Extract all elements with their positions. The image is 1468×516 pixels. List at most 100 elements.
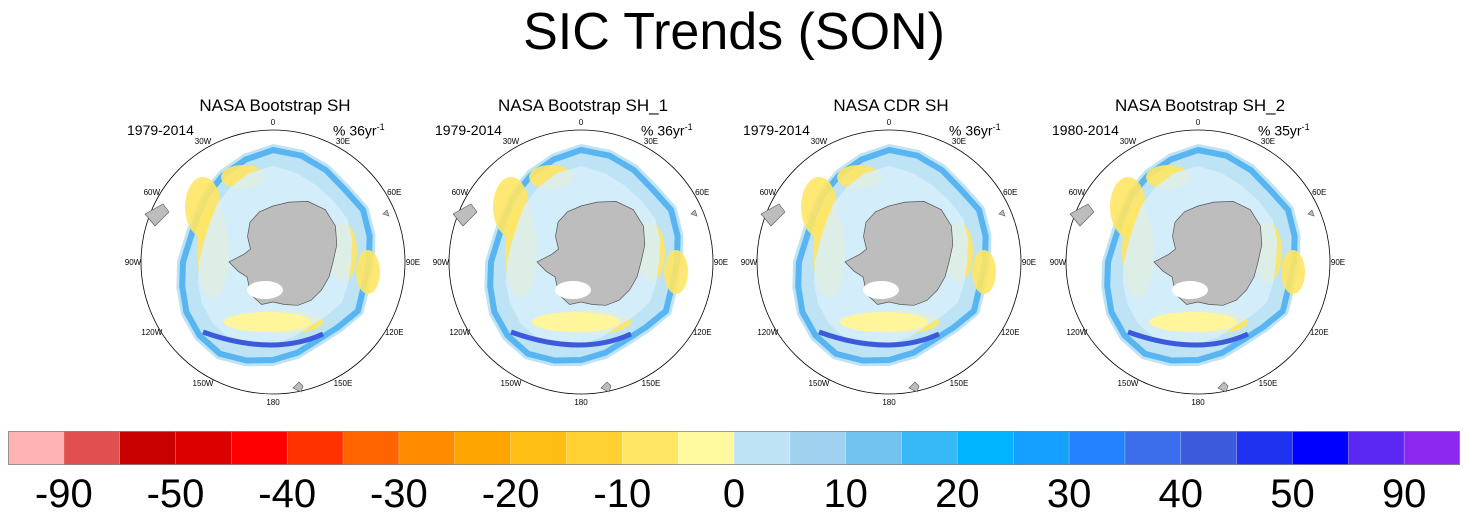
colorbar-swatch bbox=[957, 431, 1014, 465]
ross-sea-patch bbox=[532, 312, 620, 332]
colorbar-label: -50 bbox=[146, 472, 205, 516]
polar-map: 0 30E 60E 90E 120E 150E 180 150W 120W 90W 60W 30W bbox=[433, 118, 728, 407]
colorbar bbox=[8, 431, 1460, 465]
south-america-tip bbox=[1069, 203, 1095, 227]
colorbar-label: -20 bbox=[481, 472, 540, 516]
longitude-label: 150W bbox=[1118, 379, 1139, 388]
longitude-label: 0 bbox=[271, 118, 276, 127]
longitude-label: 120W bbox=[757, 328, 778, 337]
colorbar-swatch bbox=[1180, 431, 1238, 465]
south-america-tip bbox=[452, 203, 478, 227]
colorbar-swatch bbox=[454, 431, 512, 465]
colorbar-label: 20 bbox=[935, 472, 980, 516]
colorbar-swatch bbox=[63, 431, 121, 465]
longitude-label: 150W bbox=[193, 379, 214, 388]
longitude-label: 120W bbox=[141, 328, 162, 337]
panel-units: % 36yr-1 bbox=[641, 122, 693, 139]
ice-shelf bbox=[1172, 281, 1208, 299]
longitude-label: 60E bbox=[387, 188, 401, 197]
colorbar-swatch bbox=[510, 431, 567, 465]
colorbar-label: -30 bbox=[369, 472, 428, 516]
colorbar-swatch bbox=[287, 431, 344, 465]
longitude-label: 60W bbox=[1069, 188, 1086, 197]
island bbox=[690, 209, 698, 217]
map-panel: 0 30E 60E 90E 120E 150E 180 150W 120W 90W 60W 30W NA… bbox=[125, 92, 425, 412]
panel-units: % 36yr-1 bbox=[333, 122, 385, 139]
page-title: SIC Trends (SON) bbox=[523, 3, 945, 61]
longitude-label: 60E bbox=[695, 188, 709, 197]
panel-period: 1980-2014 bbox=[1052, 122, 1119, 138]
colorbar-label: 50 bbox=[1270, 472, 1315, 516]
panel-title: NASA Bootstrap SH bbox=[199, 96, 351, 115]
polar-map: 0 30E 60E 90E 120E 150E 180 150W 120W 90W 60W 30W bbox=[1050, 118, 1345, 407]
antarctica-landmass bbox=[536, 201, 646, 306]
colorbar-swatch bbox=[566, 431, 623, 465]
longitude-label: 90W bbox=[125, 258, 142, 267]
colorbar-label: 0 bbox=[722, 472, 746, 516]
panel-units: % 36yr-1 bbox=[949, 122, 1001, 139]
longitude-label: 0 bbox=[887, 118, 892, 127]
longitude-label: 60E bbox=[1312, 188, 1326, 197]
longitude-label: 60W bbox=[760, 188, 777, 197]
panel-period: 1979-2014 bbox=[435, 122, 502, 138]
colorbar-swatch bbox=[119, 431, 177, 465]
south-america-tip bbox=[144, 203, 170, 227]
longitude-label: 30E bbox=[1261, 137, 1275, 146]
longitude-label: 120E bbox=[1310, 328, 1329, 337]
panel-period: 1979-2014 bbox=[743, 122, 810, 138]
colorbar-label: -10 bbox=[593, 472, 652, 516]
colorbar-swatch bbox=[622, 431, 679, 465]
new-zealand bbox=[600, 381, 612, 393]
colorbar-swatch bbox=[1013, 431, 1070, 465]
longitude-label: 180 bbox=[1191, 398, 1205, 407]
island bbox=[998, 209, 1006, 217]
ice-shelf bbox=[247, 281, 283, 299]
longitude-label: 90E bbox=[1331, 258, 1345, 267]
antarctica-landmass bbox=[1153, 201, 1263, 306]
island bbox=[382, 209, 390, 217]
longitude-label: 150W bbox=[501, 379, 522, 388]
new-zealand bbox=[292, 381, 304, 393]
longitude-label: 180 bbox=[574, 398, 588, 407]
ice-shelf bbox=[863, 281, 899, 299]
longitude-label: 60W bbox=[144, 188, 161, 197]
longitude-label: 90E bbox=[1022, 258, 1036, 267]
colorbar-swatch bbox=[398, 431, 456, 465]
negative-trend-patch bbox=[1281, 250, 1305, 294]
island bbox=[1307, 209, 1315, 217]
strong-positive-trend bbox=[510, 329, 633, 348]
longitude-label: 90E bbox=[714, 258, 728, 267]
longitude-label: 180 bbox=[266, 398, 280, 407]
longitude-label: 30E bbox=[952, 137, 966, 146]
colorbar-label: 90 bbox=[1381, 472, 1427, 516]
longitude-label: 120E bbox=[693, 328, 712, 337]
longitude-label: 150E bbox=[1259, 379, 1278, 388]
negative-trend-patch bbox=[356, 250, 380, 294]
south-america-tip bbox=[760, 203, 786, 227]
colorbar-swatch bbox=[678, 431, 735, 465]
colorbar-swatch bbox=[1236, 431, 1293, 465]
ross-sea-patch bbox=[224, 312, 312, 332]
panel-title: NASA Bootstrap SH_1 bbox=[497, 96, 669, 115]
longitude-label: 180 bbox=[882, 398, 896, 407]
polar-map: 0 30E 60E 90E 120E 150E 180 150W 120W 90W 60W 30W bbox=[125, 118, 420, 407]
ice-shelf bbox=[555, 281, 591, 299]
ross-sea-patch bbox=[1149, 312, 1237, 332]
longitude-label: 30W bbox=[1120, 137, 1137, 146]
ross-sea-patch bbox=[840, 312, 928, 332]
longitude-label: 120E bbox=[385, 328, 404, 337]
colorbar-label: -40 bbox=[258, 472, 317, 516]
colorbar-swatch bbox=[175, 431, 232, 465]
longitude-label: 150E bbox=[334, 379, 353, 388]
longitude-label: 150E bbox=[950, 379, 969, 388]
colorbar-swatch bbox=[1348, 431, 1405, 465]
longitude-label: 60E bbox=[1003, 188, 1017, 197]
polar-map: 0 30E 60E 90E 120E 150E 180 150W 120W 90W 60W 30W bbox=[741, 118, 1036, 407]
panel-units: % 35yr-1 bbox=[1258, 122, 1310, 139]
longitude-label: 120E bbox=[1001, 328, 1020, 337]
strong-positive-trend bbox=[202, 329, 325, 348]
colorbar-swatch bbox=[1404, 431, 1460, 465]
colorbar-swatch bbox=[1292, 431, 1349, 465]
longitude-label: 90W bbox=[433, 258, 450, 267]
longitude-label: 90E bbox=[406, 258, 420, 267]
